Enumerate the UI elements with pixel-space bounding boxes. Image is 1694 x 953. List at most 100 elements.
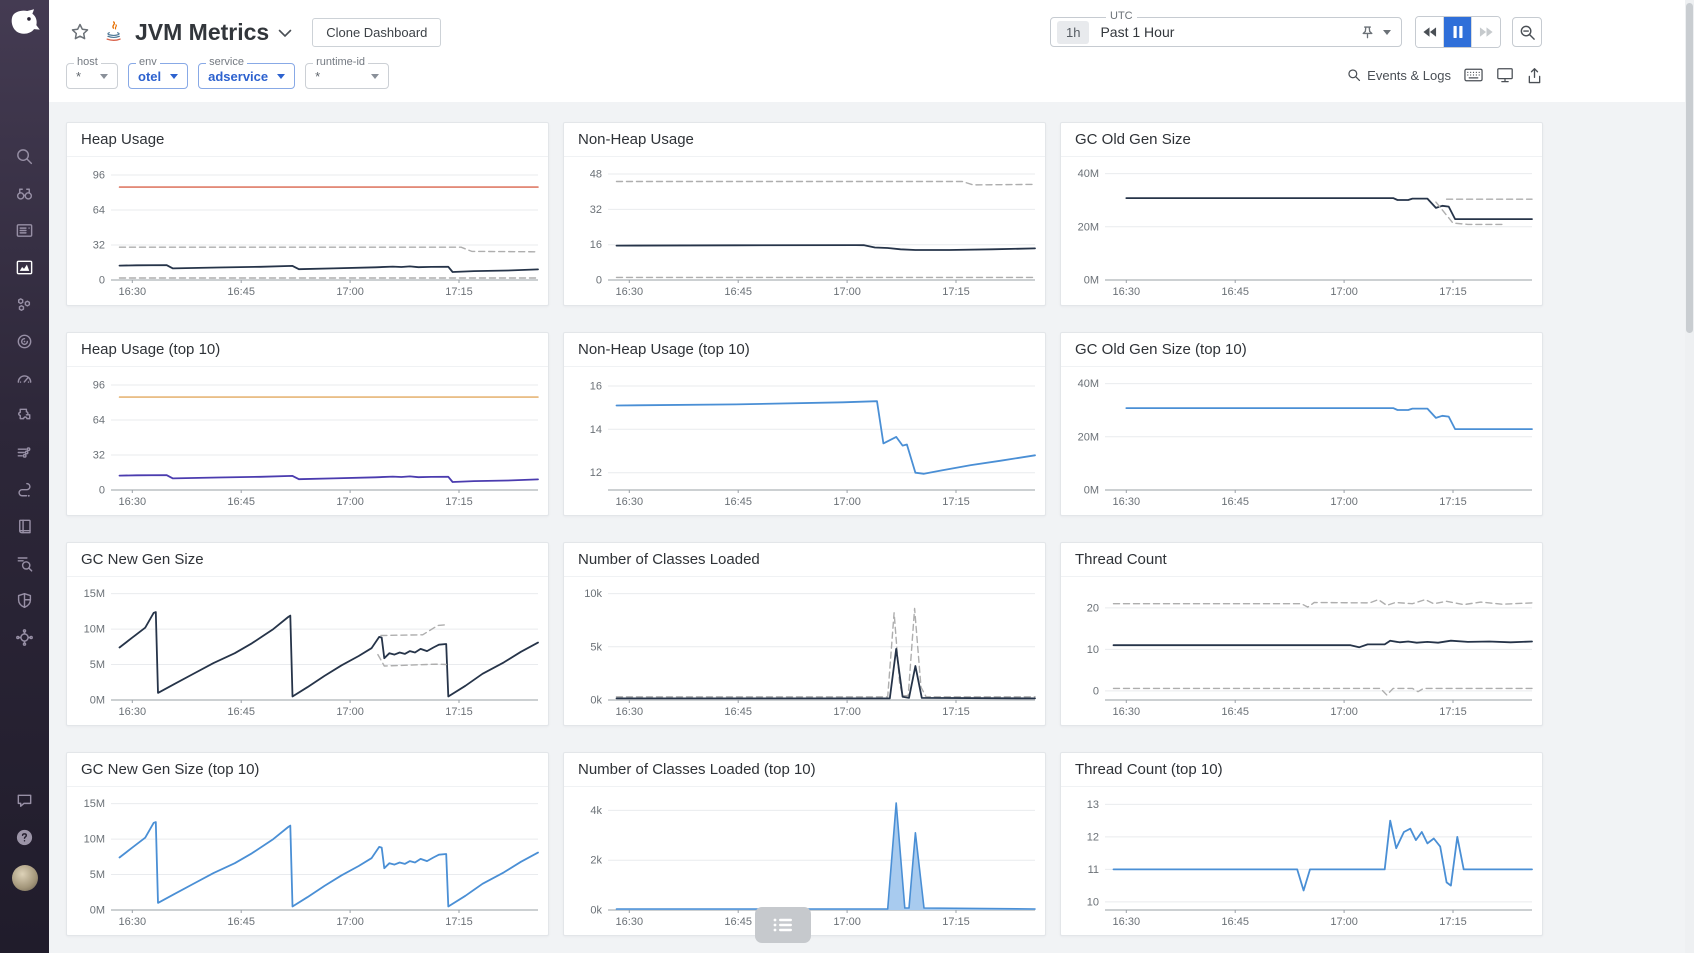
non-heap-usage-chart[interactable]: 0 16 32 48 16:30 16:45 17:00 17:15 [564,157,1045,305]
synthetics-icon[interactable] [15,480,34,499]
svg-text:15M: 15M [84,798,105,810]
chart-card-non-heap-usage-top10: Non-Heap Usage (top 10) 12 14 16 16:30 16:45… [563,332,1046,516]
log-pipelines-icon[interactable] [15,443,34,462]
search-icon[interactable] [15,147,34,166]
svg-text:40M: 40M [1078,378,1099,390]
share-icon[interactable] [1527,67,1542,84]
svg-text:32: 32 [590,204,602,216]
svg-text:20M: 20M [1078,221,1099,233]
log-explorer-icon[interactable] [15,554,34,573]
svg-text:17:00: 17:00 [336,496,364,508]
svg-text:17:00: 17:00 [1330,706,1358,718]
chart-title: Number of Classes Loaded [564,543,1045,577]
gc-new-gen-size-chart[interactable]: 0M 5M 10M 15M 16:30 16:45 17:00 17:15 [67,577,548,725]
jump-forward-button[interactable] [1472,17,1500,47]
svg-text:16: 16 [590,239,602,251]
svg-text:17:15: 17:15 [942,916,970,928]
title-chevron-down-icon[interactable] [278,25,292,43]
non-heap-usage-top10-chart[interactable]: 12 14 16 16:30 16:45 17:00 17:15 [564,367,1045,515]
variable-value: * [315,68,321,84]
variable-value: adservice [208,68,269,84]
feedback-chat-icon[interactable] [15,791,34,810]
search-icon [1348,69,1361,82]
gc-new-gen-size-top10-chart[interactable]: 0M 5M 10M 15M 16:30 16:45 17:00 17:15 [67,787,548,935]
svg-text:16:45: 16:45 [227,916,255,928]
page-title[interactable]: JVM Metrics [135,18,270,45]
clone-dashboard-button[interactable]: Clone Dashboard [312,17,442,47]
svg-text:17:15: 17:15 [445,916,473,928]
apm-icon[interactable] [15,369,34,388]
chart-title: Non-Heap Usage (top 10) [564,333,1045,367]
svg-text:17:15: 17:15 [942,286,970,298]
heap-usage-chart[interactable]: 0 32 64 96 16:30 16:45 17:00 17:15 [67,157,548,305]
datadog-logo-icon[interactable] [8,7,42,41]
events-logs-link[interactable]: Events & Logs [1347,68,1451,83]
scrollbar-thumb[interactable] [1686,3,1693,333]
help-icon[interactable] [15,828,34,847]
gc-old-gen-size-chart[interactable]: 0M 20M 40M 16:30 16:45 17:00 17:15 [1061,157,1542,305]
user-avatar[interactable] [11,865,38,891]
security-icon[interactable] [15,591,34,610]
svg-text:17:00: 17:00 [833,286,861,298]
dashboard-header: JVM Metrics Clone Dashboard UTC 1h Past … [49,0,1694,102]
time-shortcut-chip[interactable]: 1h [1057,20,1090,44]
svg-text:48: 48 [590,169,602,181]
jump-backward-button[interactable] [1416,17,1444,47]
svg-text:12: 12 [590,467,602,479]
events-icon[interactable] [15,221,34,240]
template-variable-host[interactable]: host * [66,57,118,89]
svg-text:0k: 0k [590,695,602,707]
variable-caret-icon [170,73,179,79]
svg-text:16:45: 16:45 [724,496,752,508]
time-caret-icon[interactable] [1383,29,1391,35]
app-sidebar [0,0,49,953]
gc-old-gen-size-top10-chart[interactable]: 0M 20M 40M 16:30 16:45 17:00 17:15 [1061,367,1542,515]
thread-count-chart[interactable]: 0 10 20 16:30 16:45 17:00 17:15 [1061,577,1542,725]
variable-label: env [136,57,160,68]
heap-usage-top10-chart[interactable]: 0 32 64 96 16:30 16:45 17:00 17:15 [67,367,548,515]
pause-button[interactable] [1444,17,1472,47]
variable-caret-icon [277,73,286,79]
zoom-out-button[interactable] [1512,17,1542,47]
template-variable-runtime-id[interactable]: runtime-id * [305,57,390,89]
number-of-classes-loaded-chart[interactable]: 0k 5k 10k 16:30 16:45 17:00 17:15 [564,577,1045,725]
svg-text:16:30: 16:30 [119,706,147,718]
time-range-picker[interactable]: UTC 1h Past 1 Hour [1050,11,1402,47]
network-icon[interactable] [15,628,34,647]
dashboards-icon[interactable] [15,258,34,277]
variable-caret-icon [100,73,108,79]
svg-text:16:45: 16:45 [1221,496,1249,508]
number-of-classes-loaded-top10-chart[interactable]: 0k 2k 4k 16:30 16:45 17:00 17:15 [564,787,1045,935]
template-variable-env[interactable]: env otel [128,57,189,89]
chart-title: Thread Count [1061,543,1542,577]
svg-text:10: 10 [1087,896,1099,908]
chart-card-gc-old-gen-size: GC Old Gen Size 0M 20M 40M 16:30 16:45 17:00 1… [1060,122,1543,306]
bottom-tray-toggle-button[interactable] [755,907,811,943]
svg-text:16:30: 16:30 [1113,916,1141,928]
tv-mode-icon[interactable] [1496,67,1514,83]
pin-icon[interactable] [1360,25,1375,40]
integrations-icon[interactable] [15,406,34,425]
svg-text:5M: 5M [90,869,105,881]
chart-card-number-of-classes-loaded: Number of Classes Loaded 0k 5k 10k 16:30 16:… [563,542,1046,726]
chart-card-gc-new-gen-size: GC New Gen Size 0M 5M 10M 15M 16:30 16:45 17:0… [66,542,549,726]
monitors-icon[interactable] [15,332,34,351]
keyboard-shortcuts-icon[interactable] [1464,68,1483,82]
svg-text:17:00: 17:00 [833,706,861,718]
svg-text:64: 64 [93,415,105,427]
svg-text:17:00: 17:00 [1330,286,1358,298]
infrastructure-icon[interactable] [15,295,34,314]
template-variable-service[interactable]: service adservice [198,57,296,89]
java-logo-icon [102,19,124,46]
notebooks-icon[interactable] [15,517,34,536]
svg-text:17:15: 17:15 [445,496,473,508]
chart-card-number-of-classes-loaded-top10: Number of Classes Loaded (top 10) 0k 2k 4k… [563,752,1046,936]
svg-text:10: 10 [1087,644,1099,656]
svg-text:0: 0 [99,275,105,287]
watchdog-icon[interactable] [15,184,34,203]
svg-text:5k: 5k [590,641,602,653]
thread-count-top10-chart[interactable]: 10 11 12 13 16:30 16:45 17:00 17:15 [1061,787,1542,935]
chart-title: Thread Count (top 10) [1061,753,1542,787]
favorite-star-icon[interactable] [70,22,90,42]
svg-text:10M: 10M [84,834,105,846]
